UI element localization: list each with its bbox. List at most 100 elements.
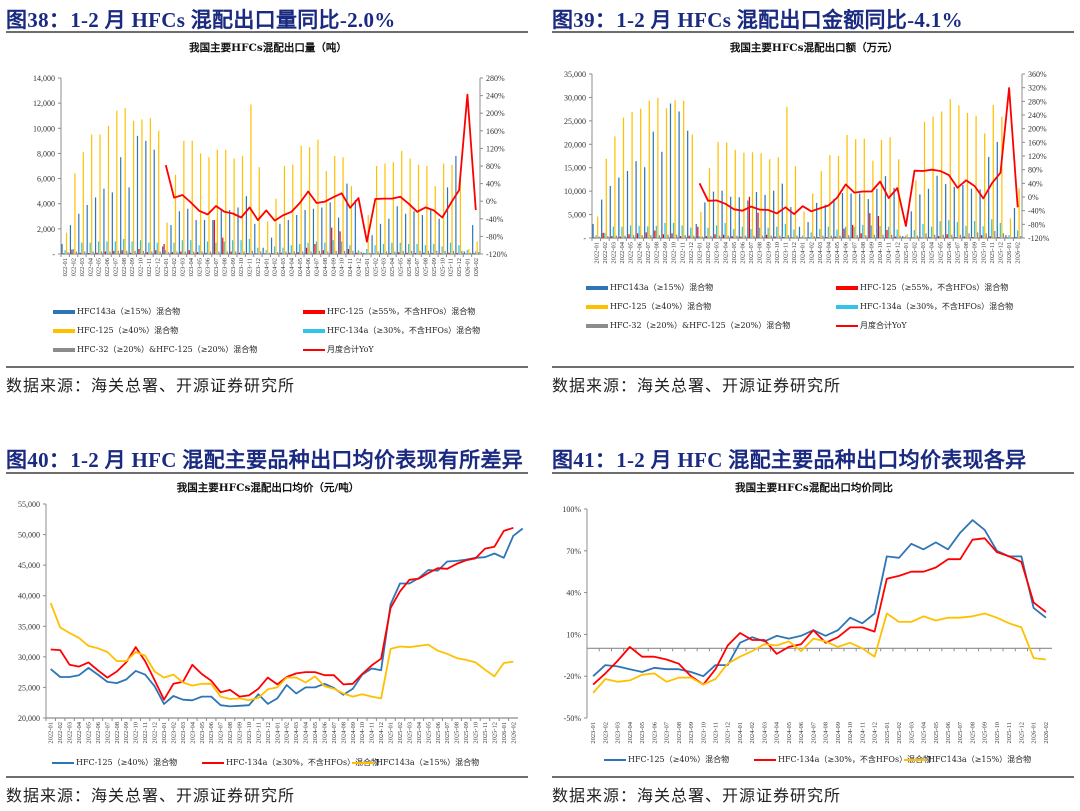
x-tick-label: 2024-11 — [347, 258, 354, 277]
bar — [619, 236, 622, 238]
y2-tick-label: 120% — [486, 144, 505, 153]
x-tick-label: 2022-03 — [67, 722, 74, 744]
legend-label: HFC143a（≥15%）混合物 — [376, 758, 480, 767]
x-tick-label: 2023-08 — [227, 722, 234, 744]
bar — [215, 242, 217, 254]
bar — [468, 248, 470, 254]
bar — [346, 183, 348, 254]
bar — [166, 222, 168, 254]
bar — [805, 237, 807, 238]
bar — [730, 196, 732, 238]
y-tick-label: 35,000 — [18, 622, 40, 631]
bar — [765, 234, 768, 238]
bar — [334, 155, 336, 254]
x-tick-label: 2025-09 — [982, 722, 989, 744]
bar — [123, 238, 125, 254]
bar — [853, 226, 855, 238]
y2-tick-label: -40% — [486, 215, 504, 224]
y2-tick-label: 0% — [1028, 193, 1039, 202]
bar — [230, 251, 232, 254]
legend-item: HFC-134a（≥30%，不含HFOs）混合物 — [303, 325, 480, 336]
bar — [381, 253, 383, 254]
y-tick-label: 4,000 — [37, 200, 55, 209]
bar — [629, 225, 632, 238]
bar — [121, 250, 123, 254]
bar — [444, 250, 446, 254]
bar — [254, 223, 256, 254]
bar — [1016, 230, 1019, 238]
x-tick-label: 2022-12 — [154, 258, 161, 277]
legend-swatch — [53, 309, 75, 314]
chart-legend: HFC143a（≥15%）混合物 HFC-125（≥55%，不含HFOs）混合物 H… — [53, 306, 523, 356]
bar — [232, 240, 234, 254]
bar — [446, 187, 449, 254]
bar — [62, 253, 65, 254]
bar — [836, 229, 838, 238]
bar — [257, 247, 259, 254]
bar — [293, 251, 295, 254]
title-divider — [6, 472, 528, 474]
bar — [94, 197, 97, 254]
bar — [609, 185, 611, 238]
bar — [913, 230, 915, 238]
bar — [750, 229, 752, 238]
legend-label: HFC-125（≥55%，不含HFOs）混合物 — [860, 283, 1009, 292]
bar — [391, 242, 393, 254]
bar — [784, 223, 786, 238]
bar — [72, 248, 75, 254]
bar — [820, 170, 822, 238]
bar — [902, 236, 904, 238]
bar — [635, 161, 637, 238]
bar — [1008, 235, 1010, 238]
bar — [173, 242, 175, 254]
bar — [475, 251, 477, 254]
x-tick-label: 2025-09 — [972, 242, 979, 264]
bar — [1015, 237, 1017, 238]
bar — [669, 103, 672, 238]
y-tick-label: 10,000 — [564, 187, 586, 196]
legend-item: HFC143a（≥15%）混合物 — [586, 282, 713, 293]
legend-label: HFC-125（≥40%）混合物 — [610, 302, 712, 311]
y-tick-label: 5,000 — [568, 211, 586, 220]
bar — [392, 162, 394, 254]
bar — [91, 134, 93, 254]
bar — [198, 245, 200, 254]
y-tick-label: 55,000 — [18, 500, 40, 509]
x-tick-label: 2023-12 — [725, 722, 732, 744]
bar — [760, 153, 762, 238]
bar — [408, 243, 410, 254]
bar — [290, 245, 292, 254]
bar — [229, 210, 231, 254]
x-tick-label: 2025-01 — [388, 722, 395, 744]
source-divider — [552, 366, 1074, 368]
bar — [886, 230, 888, 238]
bar — [354, 199, 356, 254]
bar — [171, 252, 174, 254]
legend-swatch — [836, 285, 858, 290]
y2-tick-label: 160% — [1028, 138, 1047, 147]
bar — [260, 251, 262, 254]
bar — [697, 226, 699, 238]
x-tick-label: 2024-02 — [749, 722, 756, 744]
bar — [174, 174, 177, 254]
bar — [205, 252, 207, 254]
figure-41: 图41：1-2 月 HFC 混配主要品种出口均价表现各异 我国主要HFCs混配出… — [552, 442, 1074, 811]
bar — [934, 234, 936, 238]
chart-export-value: - 5,000 10,000 15,000 20,000 25,000 30,000 35,0… — [564, 70, 1050, 264]
bar — [751, 152, 754, 238]
bar — [184, 251, 186, 254]
y2-tick-label: 320% — [1028, 84, 1047, 93]
x-tick-label: 2023-06 — [740, 241, 747, 263]
y2-tick-label: 280% — [1028, 97, 1047, 106]
y-tick-label: 10,000 — [33, 124, 55, 133]
bar — [459, 172, 461, 254]
bar — [296, 215, 298, 254]
bar — [764, 194, 766, 238]
x-tick-label: 2022-06 — [636, 241, 643, 263]
x-tick-label: 2025-03 — [381, 258, 388, 277]
x-tick-label: 2022-11 — [146, 258, 153, 277]
bar — [206, 241, 209, 254]
bar — [985, 233, 987, 238]
x-tick-label: 2024-06 — [305, 257, 312, 277]
bar — [731, 236, 733, 238]
